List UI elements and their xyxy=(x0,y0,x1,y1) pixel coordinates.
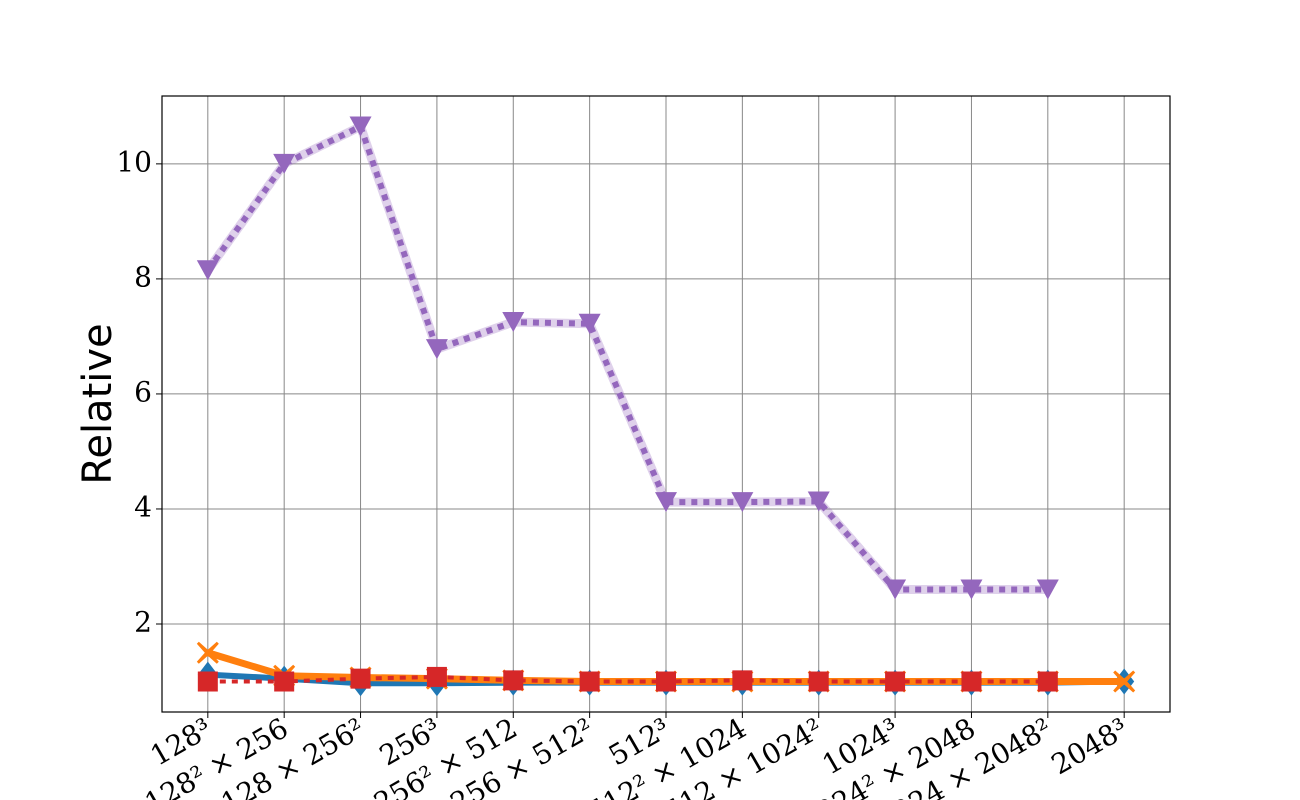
y-tick-label: 2 xyxy=(134,606,152,639)
marker xyxy=(807,491,830,512)
marker xyxy=(502,312,525,333)
marker xyxy=(885,671,906,692)
marker xyxy=(425,339,448,360)
marker xyxy=(1113,670,1136,693)
line xyxy=(207,674,1048,684)
line xyxy=(205,123,1048,593)
marker xyxy=(884,579,907,600)
marker xyxy=(197,671,218,692)
marker xyxy=(503,670,524,691)
y-tick-label: 4 xyxy=(134,490,152,523)
marker xyxy=(196,260,219,281)
marker xyxy=(273,153,296,174)
line-shadow xyxy=(204,120,1048,594)
y-axis-label: Relative xyxy=(75,323,121,484)
marker xyxy=(1037,671,1058,692)
series xyxy=(197,666,1058,692)
marker xyxy=(274,671,295,692)
marker xyxy=(578,313,601,334)
marker xyxy=(196,641,219,664)
marker xyxy=(349,116,372,137)
y-tick-label: 8 xyxy=(134,260,152,293)
marker xyxy=(655,492,677,513)
x-tick-label: 2048³ xyxy=(1046,711,1134,781)
marker xyxy=(579,671,600,692)
series xyxy=(196,116,1059,600)
marker xyxy=(808,671,829,692)
y-tick-label: 10 xyxy=(116,145,152,178)
marker xyxy=(960,579,983,600)
marker xyxy=(961,671,982,692)
marker xyxy=(656,671,676,692)
y-tick-label: 6 xyxy=(134,375,152,408)
marker xyxy=(350,668,371,689)
marker xyxy=(732,670,753,691)
marker xyxy=(731,492,754,513)
marker xyxy=(1036,579,1059,600)
plot-frame xyxy=(161,95,1171,713)
marker xyxy=(426,666,447,687)
